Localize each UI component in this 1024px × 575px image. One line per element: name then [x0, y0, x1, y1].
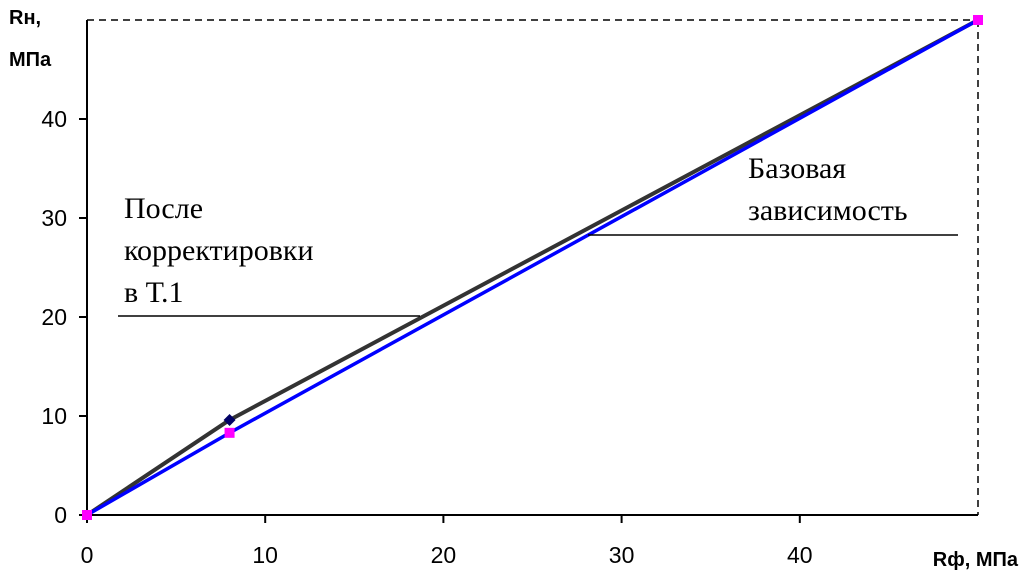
annotation-base-dependency-line-1: Базовая	[748, 152, 846, 185]
y-tick-label: 0	[54, 502, 67, 528]
axes	[86, 19, 979, 516]
ticks: 0 10 20 30 40 0 10 20 30 40	[41, 106, 812, 568]
series-0-point	[223, 413, 236, 426]
series-line-1	[85, 18, 980, 517]
annotation-base-dependency-line-2: зависимость	[748, 194, 908, 227]
series-layer	[82, 15, 983, 520]
y-tick-label: 30	[41, 205, 67, 231]
y-axis-label-line-1: Rн,	[9, 7, 41, 29]
x-tick-label: 0	[81, 542, 94, 568]
x-tick-label: 40	[787, 542, 813, 568]
annotation-after-correction-line-3: в Т.1	[124, 276, 184, 309]
y-axis-label-line-2: МПа	[9, 49, 52, 71]
x-tick-label: 20	[431, 542, 457, 568]
label-layer: Rн, МПа Rф, МПа	[9, 7, 1019, 571]
y-tick-label: 40	[41, 106, 67, 132]
x-tick-label: 10	[252, 542, 278, 568]
annotation-after-correction-line-1: После	[124, 192, 203, 225]
series-1-point	[973, 15, 983, 25]
x-tick-label: 30	[609, 542, 635, 568]
annotation-after-correction-line-2: корректировки	[124, 234, 314, 267]
annotation-layer: После корректировки в Т.1 Базовая зависи…	[118, 152, 958, 317]
series-1-point	[82, 510, 92, 520]
series-1-point	[224, 427, 235, 438]
y-tick-label: 20	[41, 304, 67, 330]
x-axis-label: Rф, МПа	[933, 549, 1019, 571]
y-tick-label: 10	[41, 403, 67, 429]
